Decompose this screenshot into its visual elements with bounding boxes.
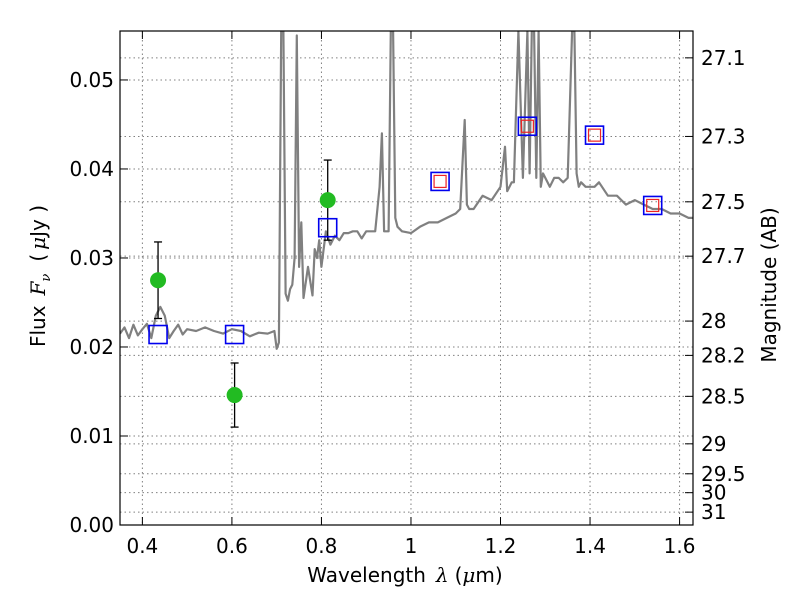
photometry-points <box>150 192 336 404</box>
model-square-blue <box>317 217 338 238</box>
model-square-blue <box>584 125 605 145</box>
y-tick-label: 0.04 <box>69 157 114 181</box>
mag-tick-label: 27.3 <box>701 124 746 148</box>
tick-labels: 0.4 0.6 0.8 1 1.2 1.4 1.6 0.00 0.01 0.02 0.03 0.04 0… <box>69 46 745 558</box>
mag-tick-label: 27.5 <box>701 190 746 214</box>
y-tick-label: 0.02 <box>69 335 114 359</box>
model-square-blue <box>148 324 168 345</box>
model-square-red <box>646 198 660 213</box>
model-square-red <box>520 119 534 133</box>
mag-tick-label: 29.5 <box>701 462 746 486</box>
model-square-red <box>587 128 602 142</box>
model-square-blue <box>224 324 245 345</box>
x-tick-label: 1.2 <box>485 534 517 558</box>
mag-tick-label: 27.1 <box>701 46 746 70</box>
y-tick-label: 0.01 <box>69 424 114 448</box>
mag-tick-label: 28.2 <box>701 343 746 367</box>
mag-tick-label: 31 <box>701 500 726 524</box>
y-tick-label: 0.05 <box>69 68 114 92</box>
x-tick-label: 1.4 <box>574 534 606 558</box>
ticks <box>120 31 693 526</box>
mag-tick-label: 30 <box>701 481 726 505</box>
x-tick-label: 1.6 <box>664 534 696 558</box>
x-axis-label: Wavelength λ (μm) <box>307 563 502 587</box>
sed-model-line <box>120 31 693 350</box>
mag-tick-label: 28.5 <box>701 384 746 408</box>
y-tick-label: 0.03 <box>69 246 114 270</box>
photometry-point <box>150 272 167 289</box>
model-squares <box>148 116 663 345</box>
photometry-point <box>319 192 336 209</box>
x-tick-label: 0.8 <box>306 534 338 558</box>
magnitude-axis-label: Magnitude (AB) <box>757 207 781 362</box>
plot-area <box>120 31 693 428</box>
grid <box>120 31 693 526</box>
x-tick-label: 0.4 <box>126 534 158 558</box>
model-square-blue <box>642 195 663 216</box>
mag-tick-label: 28 <box>701 309 726 333</box>
model-square-blue <box>517 116 538 137</box>
mag-tick-label: 27.7 <box>701 244 746 268</box>
plot-frame <box>119 30 694 526</box>
x-tick-label: 1 <box>405 534 418 558</box>
y-tick-label: 0.00 <box>69 513 114 537</box>
model-square-blue <box>430 171 450 192</box>
model-square-red <box>433 174 447 189</box>
photometry-point <box>226 387 243 404</box>
mag-tick-label: 29 <box>701 432 726 456</box>
x-tick-label: 0.6 <box>216 534 248 558</box>
y-axis-label: FluxFν(μJy ) <box>26 205 54 347</box>
